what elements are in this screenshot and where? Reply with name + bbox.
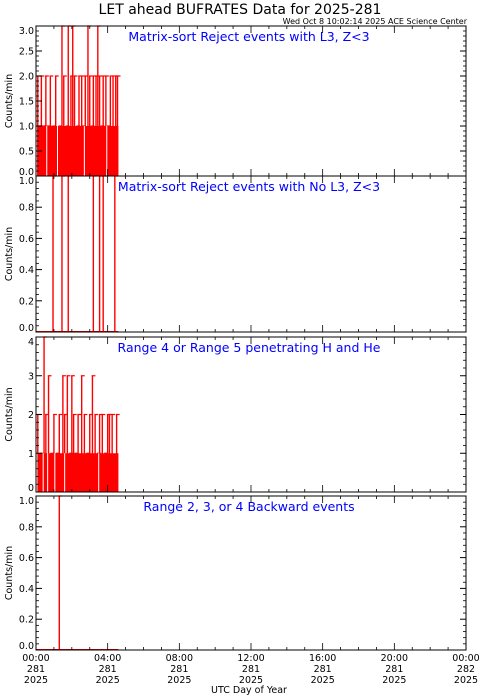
x-tick-label: 00:00 — [452, 653, 479, 664]
panel-1-series — [36, 25, 121, 176]
x-tick-label: 282 — [457, 664, 475, 675]
y-tick-label: 4 — [28, 337, 34, 348]
y-axis-label: Counts/min — [4, 74, 15, 128]
y-tick-label: 0.0 — [19, 167, 34, 178]
panel-title: Matrix-sort Reject events with No L3, Z<… — [118, 179, 380, 194]
y-tick-label: 1.0 — [19, 176, 34, 187]
x-tick-label: 281 — [385, 664, 403, 675]
y-tick-label: 1.5 — [19, 97, 34, 108]
x-tick-label: 2025 — [167, 675, 191, 686]
x-tick-label: 08:00 — [166, 653, 193, 664]
x-tick-label: 281 — [27, 664, 45, 675]
y-tick-label: 0.4 — [19, 265, 34, 276]
x-tick-label: 20:00 — [381, 653, 408, 664]
x-tick-label: 2025 — [239, 675, 263, 686]
x-tick-label: 12:00 — [237, 653, 264, 664]
x-tick-label: 16:00 — [309, 653, 336, 664]
x-tick-label: 2025 — [24, 675, 48, 686]
y-tick-label: 0.2 — [19, 615, 34, 626]
y-tick-label: 0.8 — [19, 522, 34, 533]
x-tick-label: 2025 — [382, 675, 406, 686]
y-tick-label: 1.0 — [19, 496, 34, 507]
y-tick-label: 3 — [28, 371, 34, 382]
y-tick-label: 2 — [28, 410, 34, 421]
x-axis-label: UTC Day of Year — [211, 685, 287, 696]
panel-title: Range 4 or Range 5 penetrating H and He — [118, 340, 381, 355]
panel-title: Range 2, 3, or 4 Backward events — [143, 499, 354, 514]
y-tick-label: 1 — [28, 449, 34, 460]
x-tick-label: 2025 — [311, 675, 335, 686]
x-tick-label: 281 — [314, 664, 332, 675]
panels-group: 0.0 0.5 1.0 1.5 2.0 2.5 3.0 Matrix-sort Reject … — [4, 25, 467, 652]
x-tick-label: 2025 — [96, 675, 120, 686]
y-axis-label: Counts/min — [4, 227, 15, 281]
y-tick-label: 2.0 — [19, 72, 34, 83]
y-tick-label: 0.0 — [19, 641, 34, 652]
panel-title: Matrix-sort Reject events with L3, Z<3 — [128, 29, 369, 44]
y-tick-label: 2.5 — [19, 47, 34, 58]
generated-timestamp: Wed Oct 8 10:02:14 2025 ACE Science Cent… — [283, 17, 468, 26]
y-tick-label: 0.6 — [19, 553, 34, 564]
y-tick-label: 0.5 — [19, 147, 34, 158]
panel-3: 0 1 2 3 4 Range 4 or Range 5 penetrating H an… — [4, 336, 467, 494]
y-tick-label: 0.4 — [19, 584, 34, 595]
y-tick-label: 0.0 — [19, 323, 34, 334]
y-tick-label: 0.6 — [19, 234, 34, 245]
y-tick-label: 0 — [28, 483, 34, 494]
y-tick-label: 1.0 — [19, 122, 34, 133]
x-tick-label: 00:00 — [22, 653, 49, 664]
y-tick-label: 0.8 — [19, 203, 34, 214]
x-tick-label: 281 — [99, 664, 117, 675]
x-tick-label: 04:00 — [94, 653, 121, 664]
x-tick-label: 281 — [242, 664, 260, 675]
panel-4: 0.0 0.2 0.4 0.6 0.8 1.0 Range 2, 3, or 4 Backw… — [4, 495, 467, 652]
x-axis-labels: 00:00281202504:00281202508:00281202512:0… — [22, 653, 479, 686]
y-tick-label: 0.2 — [19, 296, 34, 307]
x-tick-label: 2025 — [454, 675, 478, 686]
y-axis-label: Counts/min — [4, 387, 15, 441]
chart-title: LET ahead BUFRATES Data for 2025-281 — [99, 2, 382, 18]
panel-1: 0.0 0.5 1.0 1.5 2.0 2.5 3.0 Matrix-sort Reject … — [4, 25, 467, 178]
y-axis-label: Counts/min — [4, 546, 15, 600]
x-tick-label: 281 — [170, 664, 188, 675]
y-tick-label: 3.0 — [19, 26, 34, 37]
panel-2: 0.0 0.2 0.4 0.6 0.8 1.0 Matrix-sort Reject eve… — [4, 175, 467, 334]
